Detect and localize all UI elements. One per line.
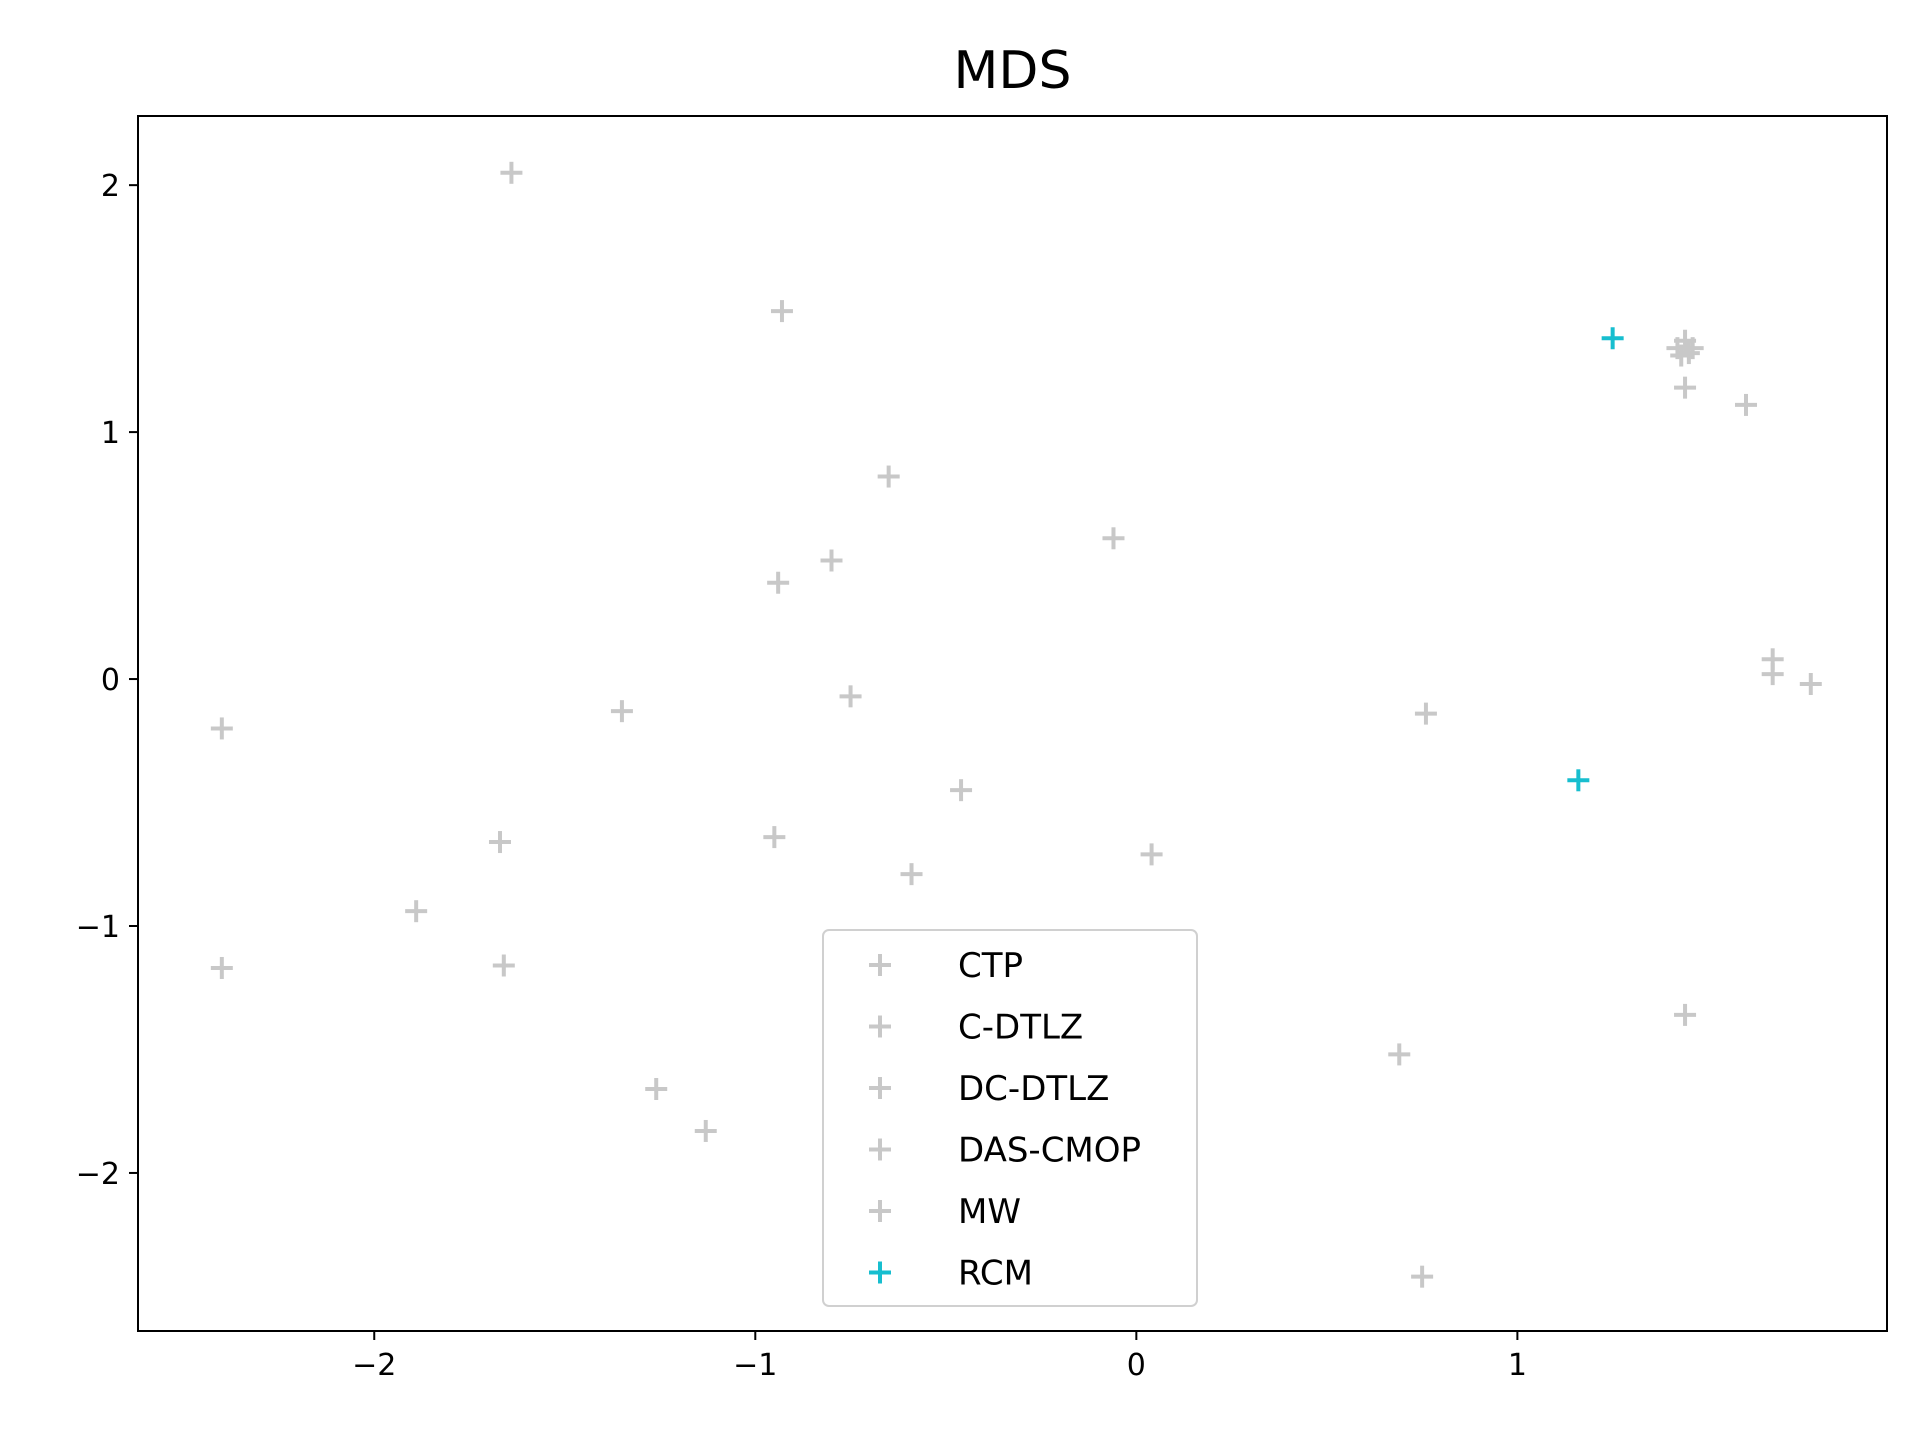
data-point xyxy=(488,831,511,854)
data-point xyxy=(1567,769,1590,792)
legend-marker xyxy=(869,954,891,976)
legend-entry: C-DTLZ xyxy=(869,1008,1083,1048)
plot-area xyxy=(210,161,1822,1288)
legend-entry: CTP xyxy=(869,946,1023,986)
data-point xyxy=(645,1077,668,1100)
legend-marker xyxy=(869,1261,891,1284)
axes: −2 −1 0 1 −2 −1 0 1 2 xyxy=(76,115,1888,1383)
plot-frame xyxy=(137,115,1888,1332)
data-point xyxy=(1601,327,1624,350)
data-point xyxy=(770,300,793,323)
y-tick-label: 1 xyxy=(101,416,120,451)
data-point xyxy=(1799,672,1822,695)
data-point xyxy=(210,717,233,740)
legend-entry: DAS-CMOP xyxy=(869,1131,1141,1171)
data-point xyxy=(767,571,790,594)
legend-label: CTP xyxy=(958,946,1023,986)
data-point xyxy=(1102,527,1125,550)
legend-marker xyxy=(869,1015,891,1038)
data-point xyxy=(492,954,515,977)
data-point xyxy=(763,826,786,849)
y-tick-label: −1 xyxy=(76,910,120,945)
data-point xyxy=(694,1119,717,1142)
data-point xyxy=(1674,1003,1697,1026)
data-point xyxy=(1414,702,1437,725)
data-point xyxy=(610,700,633,723)
x-tick-label: 0 xyxy=(1127,1348,1146,1383)
data-point xyxy=(1670,344,1693,367)
data-point xyxy=(405,900,428,923)
legend-label: DAS-CMOP xyxy=(958,1131,1141,1171)
legend-entry: DC-DTLZ xyxy=(869,1069,1109,1109)
y-tick-label: −2 xyxy=(76,1157,120,1192)
data-point xyxy=(1140,843,1163,866)
y-tick-label: 0 xyxy=(101,663,120,698)
data-point xyxy=(900,863,923,886)
data-point xyxy=(500,161,523,184)
legend-label: RCM xyxy=(958,1254,1033,1294)
data-point xyxy=(1681,337,1704,360)
data-point xyxy=(839,685,862,708)
chart-title: MDS xyxy=(954,41,1072,101)
data-point xyxy=(877,465,900,488)
legend-marker xyxy=(869,1077,891,1099)
legend-marker xyxy=(869,1200,891,1222)
data-point xyxy=(210,956,233,979)
data-point xyxy=(1411,1265,1434,1288)
legend-entry: RCM xyxy=(869,1254,1033,1294)
x-tick-label: 1 xyxy=(1508,1348,1527,1383)
data-point xyxy=(820,549,843,572)
data-point xyxy=(1735,393,1758,416)
y-tick-label: 2 xyxy=(101,169,120,204)
data-point xyxy=(1388,1043,1411,1066)
legend-label: DC-DTLZ xyxy=(958,1069,1109,1109)
legend-marker xyxy=(869,1138,891,1161)
data-point xyxy=(950,779,973,802)
legend-entry: MW xyxy=(869,1192,1021,1232)
legend-box xyxy=(822,929,1198,1307)
legend-label: C-DTLZ xyxy=(958,1008,1083,1048)
x-tick-label: −1 xyxy=(733,1348,777,1383)
legend: CTP C-DTLZ DC-DTLZ DAS-CMOP MW RCM xyxy=(822,929,1198,1307)
legend-label: MW xyxy=(958,1192,1021,1232)
x-tick-label: −2 xyxy=(352,1348,396,1383)
data-point xyxy=(1674,376,1697,399)
data-point xyxy=(1761,663,1784,686)
